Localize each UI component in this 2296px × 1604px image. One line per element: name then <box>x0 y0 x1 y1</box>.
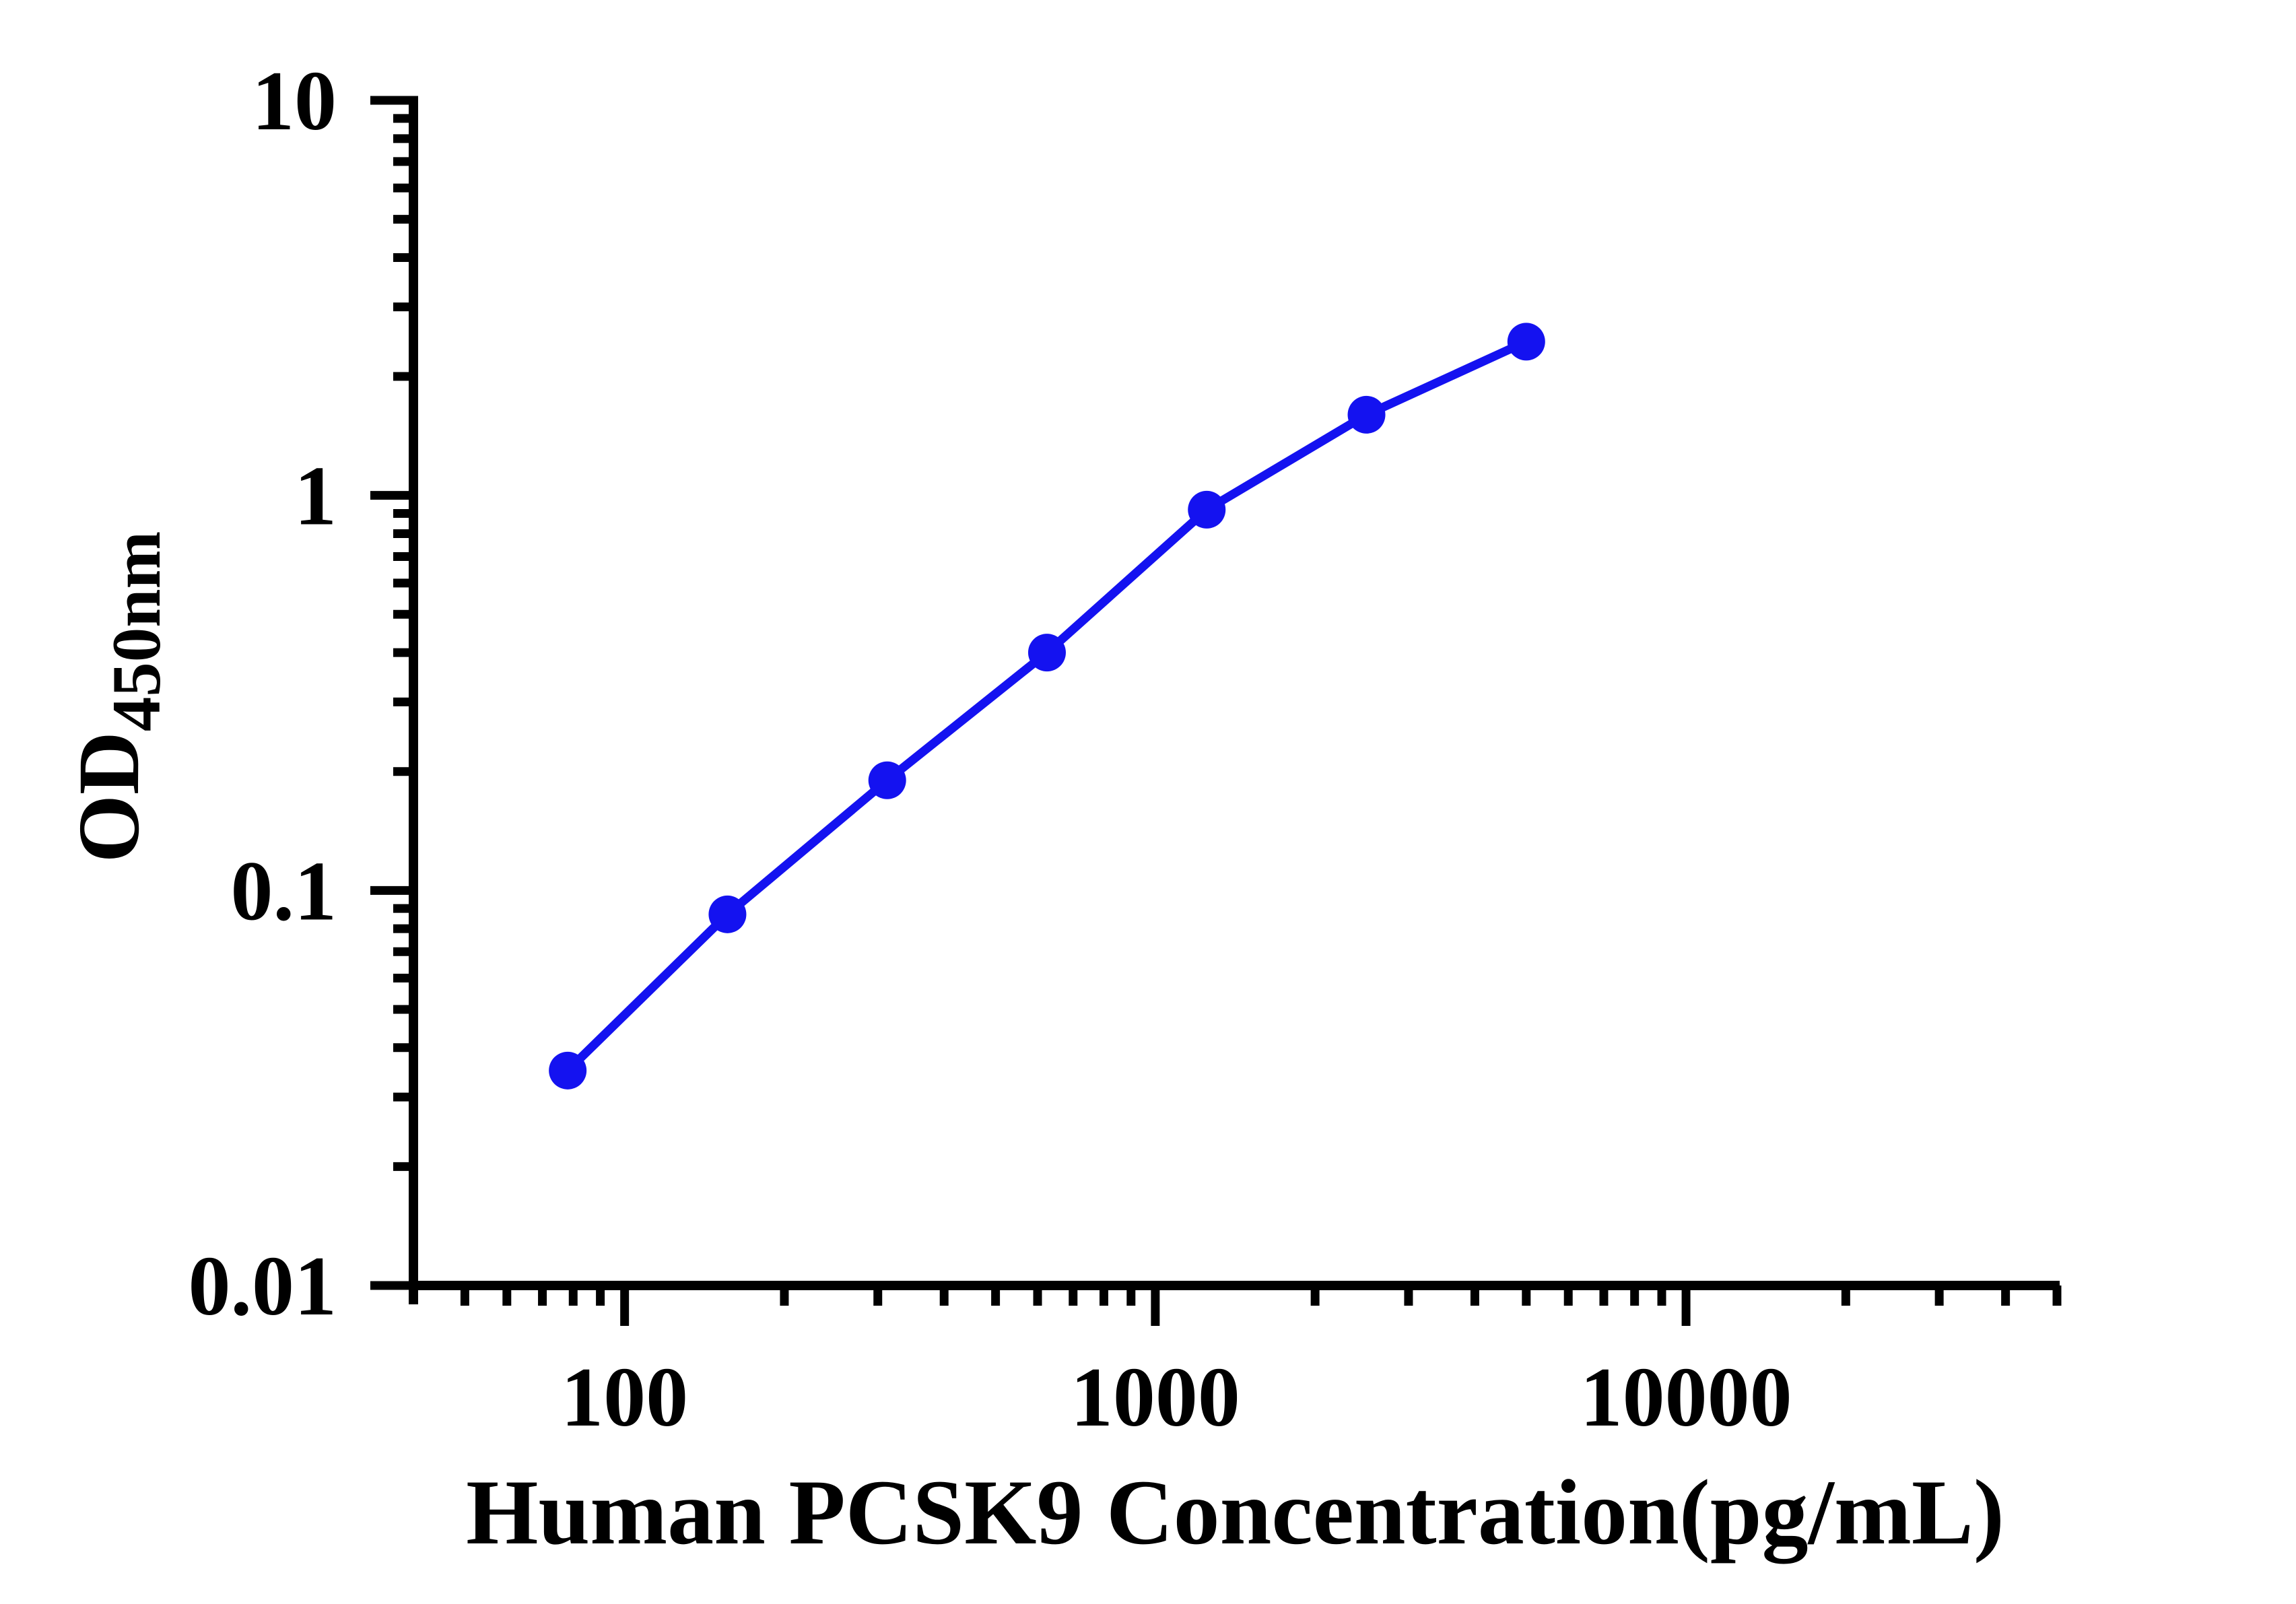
y-axis-tick-label: 10 <box>252 55 337 148</box>
data-point-marker <box>1027 634 1066 672</box>
data-point-marker <box>549 1051 587 1090</box>
y-axis-title-main: OD <box>61 731 158 863</box>
x-axis-tick-label: 1000 <box>1071 1351 1240 1444</box>
data-point-marker <box>1507 323 1545 361</box>
curve-line <box>563 337 1531 1075</box>
y-axis-tick-label: 0.1 <box>231 844 337 938</box>
x-axis-title: Human PCSK9 Concentration(pg/mL) <box>466 1461 2004 1564</box>
y-axis-tick-label: 0.01 <box>189 1240 337 1333</box>
data-point-marker <box>1347 395 1386 434</box>
x-axis-tick-label: 10000 <box>1580 1351 1792 1444</box>
y-axis-title: OD450nm <box>61 531 175 863</box>
data-point-marker <box>868 761 906 799</box>
data-point-marker <box>708 895 747 933</box>
x-axis-tick-label: 100 <box>561 1351 688 1444</box>
data-point-marker <box>1188 490 1226 529</box>
y-axis-tick-label: 1 <box>294 450 337 543</box>
y-axis-title-subscript: 450nm <box>98 531 175 732</box>
